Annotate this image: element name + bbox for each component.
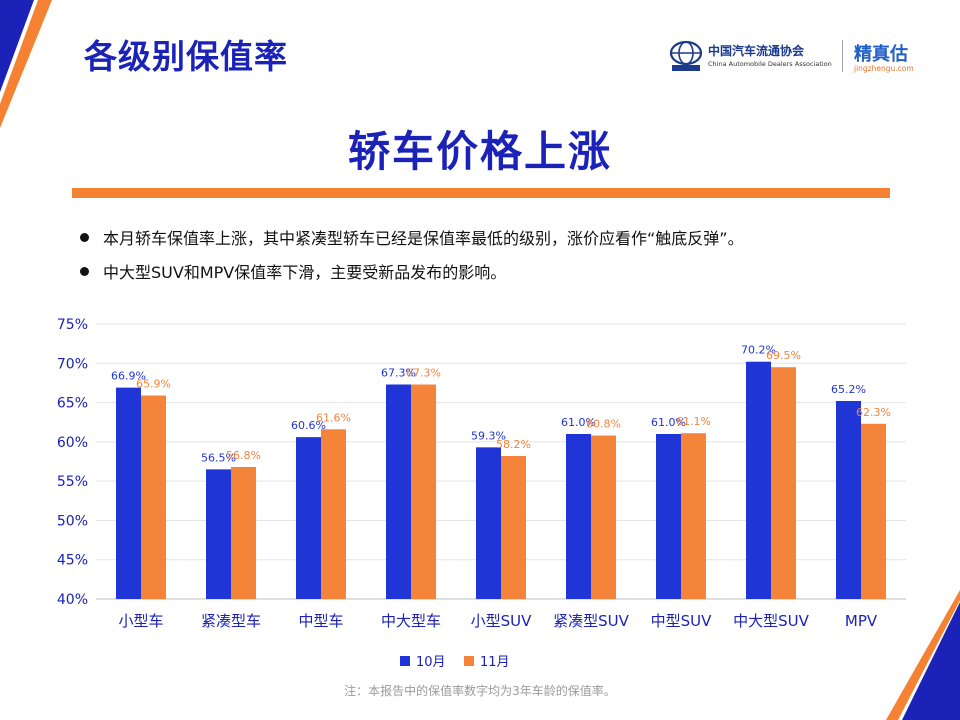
- data-label: 65.2%: [831, 383, 866, 396]
- x-tick-label: 小型SUV: [471, 612, 533, 630]
- y-tick-label: 40%: [57, 592, 88, 608]
- legend-label: 10月: [416, 655, 446, 670]
- headline: 轿车价格上涨: [347, 127, 612, 176]
- data-label: 59.3%: [471, 429, 506, 442]
- bar-oct: [206, 469, 231, 599]
- brand-url: jingzhengu.com: [854, 64, 914, 73]
- x-tick-label: MPV: [845, 612, 878, 630]
- association-name-en: China Automobile Dealers Association: [708, 60, 832, 68]
- brand-name: 精真估: [854, 44, 908, 65]
- logo-area: 中国汽车流通协会 China Automobile Dealers Associ…: [668, 38, 930, 78]
- data-label: 67.3%: [406, 367, 441, 380]
- data-label: 67.3%: [381, 367, 416, 380]
- bar-nov: [231, 467, 256, 599]
- bar-oct: [116, 387, 141, 599]
- x-tick-label: 紧凑型车: [201, 612, 261, 630]
- cada-logo-icon: [669, 40, 703, 71]
- y-tick-label: 70%: [57, 356, 88, 372]
- bar-oct: [746, 361, 771, 599]
- bar-oct: [296, 437, 321, 599]
- headline-underline-bar: [72, 188, 890, 198]
- x-tick-label: 紧凑型SUV: [553, 612, 630, 630]
- bullet-text: 本月轿车保值率上涨，其中紧凑型轿车已经是保值率最低的级别，涨价应看作“触底反弹”…: [103, 229, 744, 248]
- data-label: 60.6%: [291, 419, 326, 432]
- data-label: 66.9%: [111, 370, 146, 383]
- bullet-item: 本月轿车保值率上涨，其中紧凑型轿车已经是保值率最低的级别，涨价应看作“触底反弹”…: [80, 225, 744, 249]
- bar-nov: [771, 367, 796, 599]
- data-label: 61.1%: [676, 415, 711, 428]
- bar-nov: [411, 384, 436, 599]
- bullet-dot-icon: [80, 233, 89, 242]
- bar-nov: [591, 435, 616, 599]
- legend-label: 11月: [480, 655, 510, 670]
- data-label: 61.0%: [561, 416, 596, 429]
- bar-oct: [566, 434, 591, 599]
- x-tick-label: 小型车: [118, 612, 163, 630]
- y-tick-label: 65%: [57, 396, 88, 412]
- association-name: 中国汽车流通协会: [708, 44, 805, 58]
- data-label: 65.9%: [136, 378, 171, 391]
- page-title: 各级别保值率: [84, 37, 288, 76]
- x-tick-label: 中大型车: [381, 612, 441, 630]
- data-label: 56.5%: [201, 451, 236, 464]
- data-label: 60.8%: [586, 418, 621, 431]
- corner-decoration-bottom-right: [886, 590, 960, 720]
- y-tick-label: 50%: [57, 513, 88, 529]
- legend-swatch: [400, 656, 410, 666]
- data-label: 56.8%: [226, 449, 261, 462]
- y-tick-label: 75%: [57, 317, 88, 333]
- x-tick-label: 中型车: [298, 612, 343, 630]
- legend-swatch: [464, 656, 474, 666]
- data-label: 69.5%: [766, 349, 801, 362]
- bullet-item: 中大型SUV和MPV保值率下滑，主要受新品发布的影响。: [80, 259, 506, 283]
- y-tick-label: 60%: [57, 435, 88, 451]
- bar-nov: [141, 395, 166, 599]
- x-tick-label: 中大型SUV: [733, 612, 810, 630]
- data-label: 58.2%: [496, 438, 531, 451]
- bar-nov: [321, 429, 346, 599]
- bar-nov: [501, 456, 526, 599]
- bullet-dot-icon: [80, 267, 89, 276]
- bar-nov: [861, 423, 886, 599]
- bar-oct: [386, 384, 411, 599]
- bar-oct: [476, 447, 501, 599]
- bar-chart: 40% 45% 50% 55% 60% 65% 70% 75% 66.9%65.9% 小型车 56.…: [57, 317, 906, 670]
- bar-nov: [681, 433, 706, 599]
- data-label: 61.0%: [651, 416, 686, 429]
- y-tick-label: 45%: [57, 553, 88, 569]
- data-label: 61.6%: [316, 411, 351, 424]
- logo-divider: [842, 40, 843, 72]
- corner-decoration-top-left: [0, 0, 52, 128]
- bar-oct: [656, 434, 681, 599]
- data-label: 70.2%: [741, 344, 776, 357]
- x-tick-label: 中型SUV: [651, 612, 713, 630]
- data-label: 62.3%: [856, 406, 891, 419]
- footnote: 注：本报告中的保值率数字均为3年车龄的保值率。: [344, 684, 616, 698]
- y-tick-label: 55%: [57, 474, 88, 490]
- bar-oct: [836, 401, 861, 599]
- bullet-text: 中大型SUV和MPV保值率下滑，主要受新品发布的影响。: [103, 263, 507, 282]
